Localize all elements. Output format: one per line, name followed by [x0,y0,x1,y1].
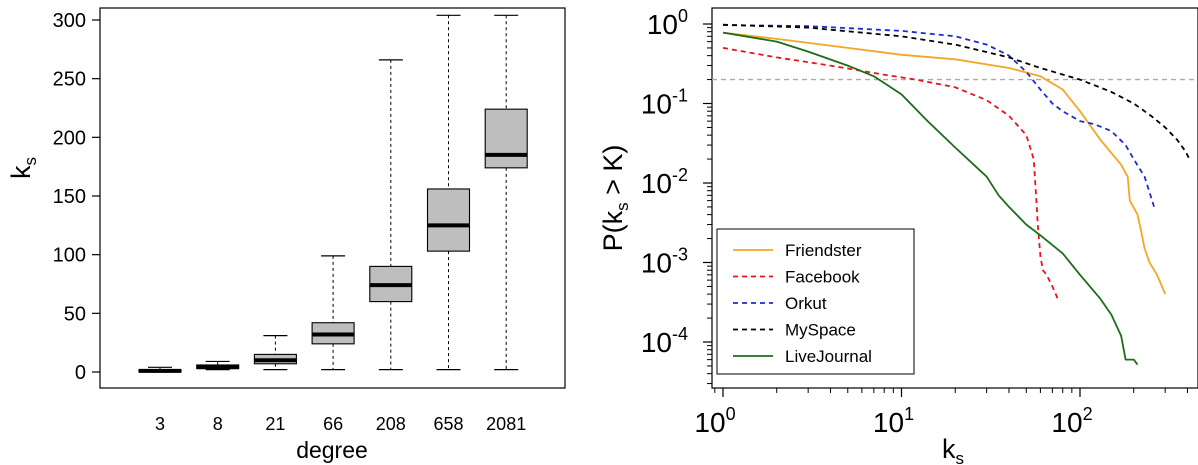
series-line-friendster [722,31,1167,295]
ccdf-x-tick-label: 100 [694,404,735,438]
ccdf-x-axis-label-sub: s [956,449,965,465]
boxplot-y-axis-label: ks [6,157,40,179]
ccdf-y-tick-label: 100 [647,6,688,40]
ccdf-x-axis-label-main: k [942,434,956,464]
ccdf-series [722,23,1191,366]
boxplot-y-axis-label-main: k [6,165,36,179]
legend-label: Facebook [785,268,860,287]
box-66 [311,255,355,371]
ccdf-x-tick-base: 10 [1051,407,1082,438]
ccdf-y-axis-label-sub: s [613,202,632,211]
ccdf-y-tick-base: 10 [641,248,672,279]
ccdf-y-tick-exp: -1 [672,86,688,106]
ccdf-x-tick-label: 102 [1051,404,1092,438]
ccdf-y-axis-label: P(ks > K) [598,145,632,252]
series-line-orkut [722,24,1155,208]
ccdf-y-tick-base: 10 [641,168,672,199]
ccdf-y-tick-label: 10-2 [641,165,688,199]
box-208 [369,59,413,371]
series-line-facebook [722,47,1059,300]
boxplot-y-tick-label: 50 [64,303,86,325]
legend-label: MySpace [785,321,856,340]
boxplot-chart: 0 50 100 150 200 250 300 3 8 21 66 208 658 2081 degr… [6,7,566,463]
boxplot-y-axis-label-sub: s [21,157,40,166]
box-658 [426,14,471,371]
ccdf-y-axis-label-prefix: P(k [598,210,628,251]
legend-label: LiveJournal [785,347,872,366]
boxplot-x-tick-label: 2081 [486,414,526,434]
boxplot-y-tick-label: 250 [53,69,86,91]
ccdf-x-tick-base: 10 [873,407,904,438]
legend: Friendster Facebook Orkut MySpace LiveJourna… [716,228,915,375]
ccdf-y-tick-base: 10 [641,89,672,120]
series-line-livejournal [722,31,1139,366]
boxplot-y-tick-label: 100 [53,245,86,267]
box-iqr [426,188,471,252]
boxplot-x-tick-label: 66 [323,414,343,434]
boxplot-y-axis: 0 50 100 150 200 250 300 [53,10,100,384]
boxplot-x-axis-label: degree [296,437,368,463]
ccdf-x-axis: 100 101 102 [694,388,1188,438]
ccdf-x-axis-label: ks [942,434,964,465]
boxplot-y-tick-label: 150 [53,186,86,208]
box-iqr [484,108,528,169]
ccdf-y-tick-base: 10 [641,327,672,358]
box-2081 [484,14,528,371]
boxplot-x-tick-label: 8 [213,414,223,434]
ccdf-x-tick-exp: 0 [726,404,736,424]
ccdf-y-tick-label: 10-3 [641,245,688,279]
box-3 [138,366,182,373]
box-21 [253,335,297,371]
ccdf-x-tick-base: 10 [694,407,725,438]
boxplot-x-tick-label: 208 [376,414,406,434]
boxplot-x-axis: 3 8 21 66 208 658 2081 [155,414,526,434]
ccdf-x-tick-exp: 2 [1083,404,1093,424]
ccdf-y-axis-label-suffix: > K) [598,145,628,203]
ccdf-y-tick-label: 10-1 [641,86,688,120]
ccdf-x-tick-exp: 1 [904,404,914,424]
boxplot-y-tick-label: 300 [53,10,86,32]
boxplot-x-tick-label: 658 [433,414,463,434]
box-8 [196,360,240,371]
boxplot-y-tick-label: 200 [53,127,86,149]
ccdf-y-tick-label: 10-4 [641,324,688,358]
ccdf-y-tick-exp: 0 [678,6,688,26]
ccdf-y-tick-exp: -3 [672,245,688,265]
series-line-myspace [722,23,1191,160]
legend-label: Friendster [785,241,862,260]
ccdf-y-tick-base: 10 [647,9,678,40]
ccdf-y-tick-exp: -2 [672,165,688,185]
legend-box [716,228,915,375]
boxplot-y-tick-label: 0 [75,362,86,384]
boxplot-x-tick-label: 21 [265,414,285,434]
boxplot-plot-frame [99,7,566,389]
boxplot-boxes [138,14,528,373]
boxplot-x-tick-label: 3 [155,414,165,434]
ccdf-y-tick-exp: -4 [672,324,688,344]
ccdf-x-tick-label: 101 [873,404,914,438]
legend-label: Orkut [785,294,827,313]
